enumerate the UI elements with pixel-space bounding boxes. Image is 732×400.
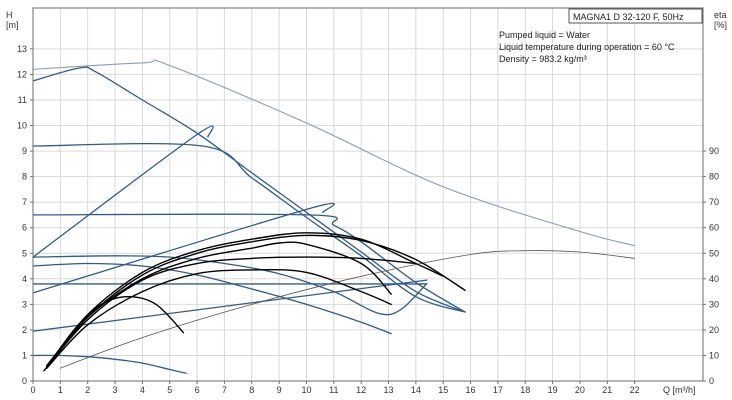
x-tick-label: 16 [466,385,476,395]
eta-tick-label: 10 [709,350,719,360]
pump-curves-line-2 [32,213,466,313]
x-tick-label: 7 [222,385,227,395]
pump-curves-line-3 [32,255,428,316]
efficiency-line-15 [46,268,392,369]
eta-tick-label: 50 [709,248,719,258]
axis-ticks: 0 1 2 3 4 5 6 7 8 9 10 11 12 13 14 15 16 17 18 19 20 21 220123… [17,44,719,395]
eta-tick-label: 20 [709,325,719,335]
model-box [568,8,703,24]
x-tick-label: 4 [140,385,145,395]
y-tick-label: 9 [22,146,27,156]
y-tick-label: 13 [17,44,27,54]
x-tick-label: 19 [548,385,558,395]
y-tick-label: 11 [18,95,27,105]
x-tick-label: 13 [384,385,394,395]
x-tick-label: 22 [630,385,640,395]
efficiency-line-13 [43,256,417,372]
y-tick-label: 5 [22,248,27,258]
eta-tick-label: 80 [709,172,719,182]
x-tick-label: 17 [493,385,503,395]
efficiency-line-16 [46,296,185,369]
eta-tick-label: 60 [709,223,719,233]
y-axis-title-right-2: [%] [714,20,727,30]
plot-frame [32,7,704,382]
pump-curves-line-7 [32,125,214,258]
y-axis-title-right-1: eta [714,10,727,20]
info-line-density: Density = 983.2 kg/m³ [499,54,587,64]
efficiency-thin-line-17 [59,250,635,369]
eta-tick-label: 40 [709,274,719,284]
y-axis-title-left-2: [m] [6,20,19,30]
x-tick-label: 3 [113,385,118,395]
x-tick-label: 10 [301,385,311,395]
x-tick-label: 5 [167,385,172,395]
x-tick-label: 6 [195,385,200,395]
pump-curves-line-9 [32,279,428,332]
y-axis-title-left-1: H [6,10,13,20]
pump-curves-line-0 [32,66,466,313]
x-tick-label: 18 [520,385,530,395]
x-tick-label: 2 [85,385,90,395]
eta-tick-label: 0 [709,376,714,386]
x-tick-label: 20 [575,385,585,395]
curves [32,59,636,374]
eta-tick-label: 70 [709,197,719,207]
envelope-line-10 [32,59,636,247]
y-tick-label: 3 [22,299,27,309]
y-tick-label: 4 [22,274,27,284]
efficiency-line-12 [46,232,444,368]
pump-curves-line-5 [32,262,392,335]
info-line-liquid: Pumped liquid = Water [499,30,590,40]
chart-title: MAGNA1 D 32-120 F, 50Hz [573,12,684,22]
y-tick-label: 10 [17,121,27,131]
y-tick-label: 12 [17,69,27,79]
pump-curves-line-1 [32,142,466,313]
pump-curves-line-6 [32,354,187,374]
y-tick-label: 7 [22,197,27,207]
efficiency-line-14 [46,241,392,367]
grid [33,8,703,381]
x-tick-label: 1 [58,385,63,395]
x-axis-title: Q [m³/h] [663,385,696,395]
x-tick-label: 21 [602,385,612,395]
y-tick-label: 6 [22,223,27,233]
info-line-temperature: Liquid temperature during operation = 60… [499,42,675,52]
x-tick-label: 8 [249,385,254,395]
x-tick-label: 15 [438,385,448,395]
y-tick-label: 2 [22,325,27,335]
x-tick-label: 11 [329,385,338,395]
x-tick-label: 12 [356,385,366,395]
x-tick-label: 14 [411,385,421,395]
eta-tick-label: 90 [709,146,719,156]
y-tick-label: 0 [22,376,27,386]
x-tick-label: 9 [277,385,282,395]
pump-curves-line-8 [32,202,335,294]
y-tick-label: 8 [22,172,27,182]
y-tick-label: 1 [22,350,27,360]
eta-tick-label: 30 [709,299,719,309]
x-tick-label: 0 [30,385,35,395]
